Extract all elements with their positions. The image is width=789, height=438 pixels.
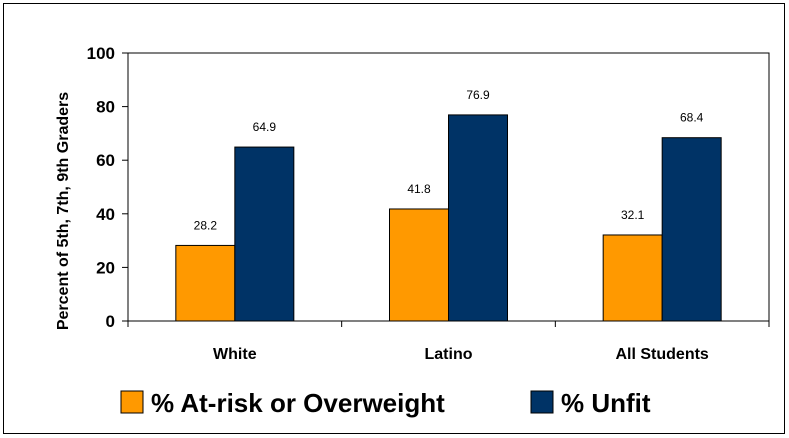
legend-label: % At-risk or Overweight — [151, 388, 445, 418]
legend: % At-risk or Overweight % Unfit — [120, 388, 651, 418]
x-category-label: Latino — [425, 346, 473, 363]
bar-value-label: 68.4 — [680, 111, 704, 125]
y-axis: 0 20 40 60 80 100 — [87, 44, 129, 331]
legend-label: % Unfit — [561, 388, 651, 418]
data-labels: 28.2 64.9 41.8 76.9 32.1 68.4 — [194, 88, 704, 233]
bar — [661, 137, 722, 322]
y-tick-label: 0 — [106, 312, 115, 331]
y-tick-label: 100 — [87, 44, 115, 63]
bar-value-label: 28.2 — [194, 218, 218, 232]
bar-value-label: 76.9 — [466, 88, 490, 102]
x-category-label: All Students — [615, 346, 708, 363]
legend-swatch — [120, 390, 144, 414]
y-tick-label: 60 — [96, 151, 115, 170]
bar — [389, 208, 449, 322]
y-tick-label: 80 — [96, 98, 115, 117]
y-tick-label: 20 — [96, 258, 115, 277]
bar — [602, 234, 663, 322]
legend-swatch — [530, 390, 554, 414]
bar — [448, 114, 508, 322]
x-axis: White Latino All Students — [127, 320, 770, 363]
bar — [234, 146, 295, 322]
bar-value-label: 41.8 — [407, 182, 431, 196]
bar-value-label: 32.1 — [621, 208, 645, 222]
bar — [175, 244, 236, 322]
bar-value-label: 64.9 — [253, 120, 277, 134]
y-tick-label: 40 — [96, 205, 115, 224]
x-category-label: White — [213, 346, 257, 363]
y-axis-title: Percent of 5th, 7th, 9th Graders — [55, 92, 72, 330]
bars — [175, 114, 722, 322]
